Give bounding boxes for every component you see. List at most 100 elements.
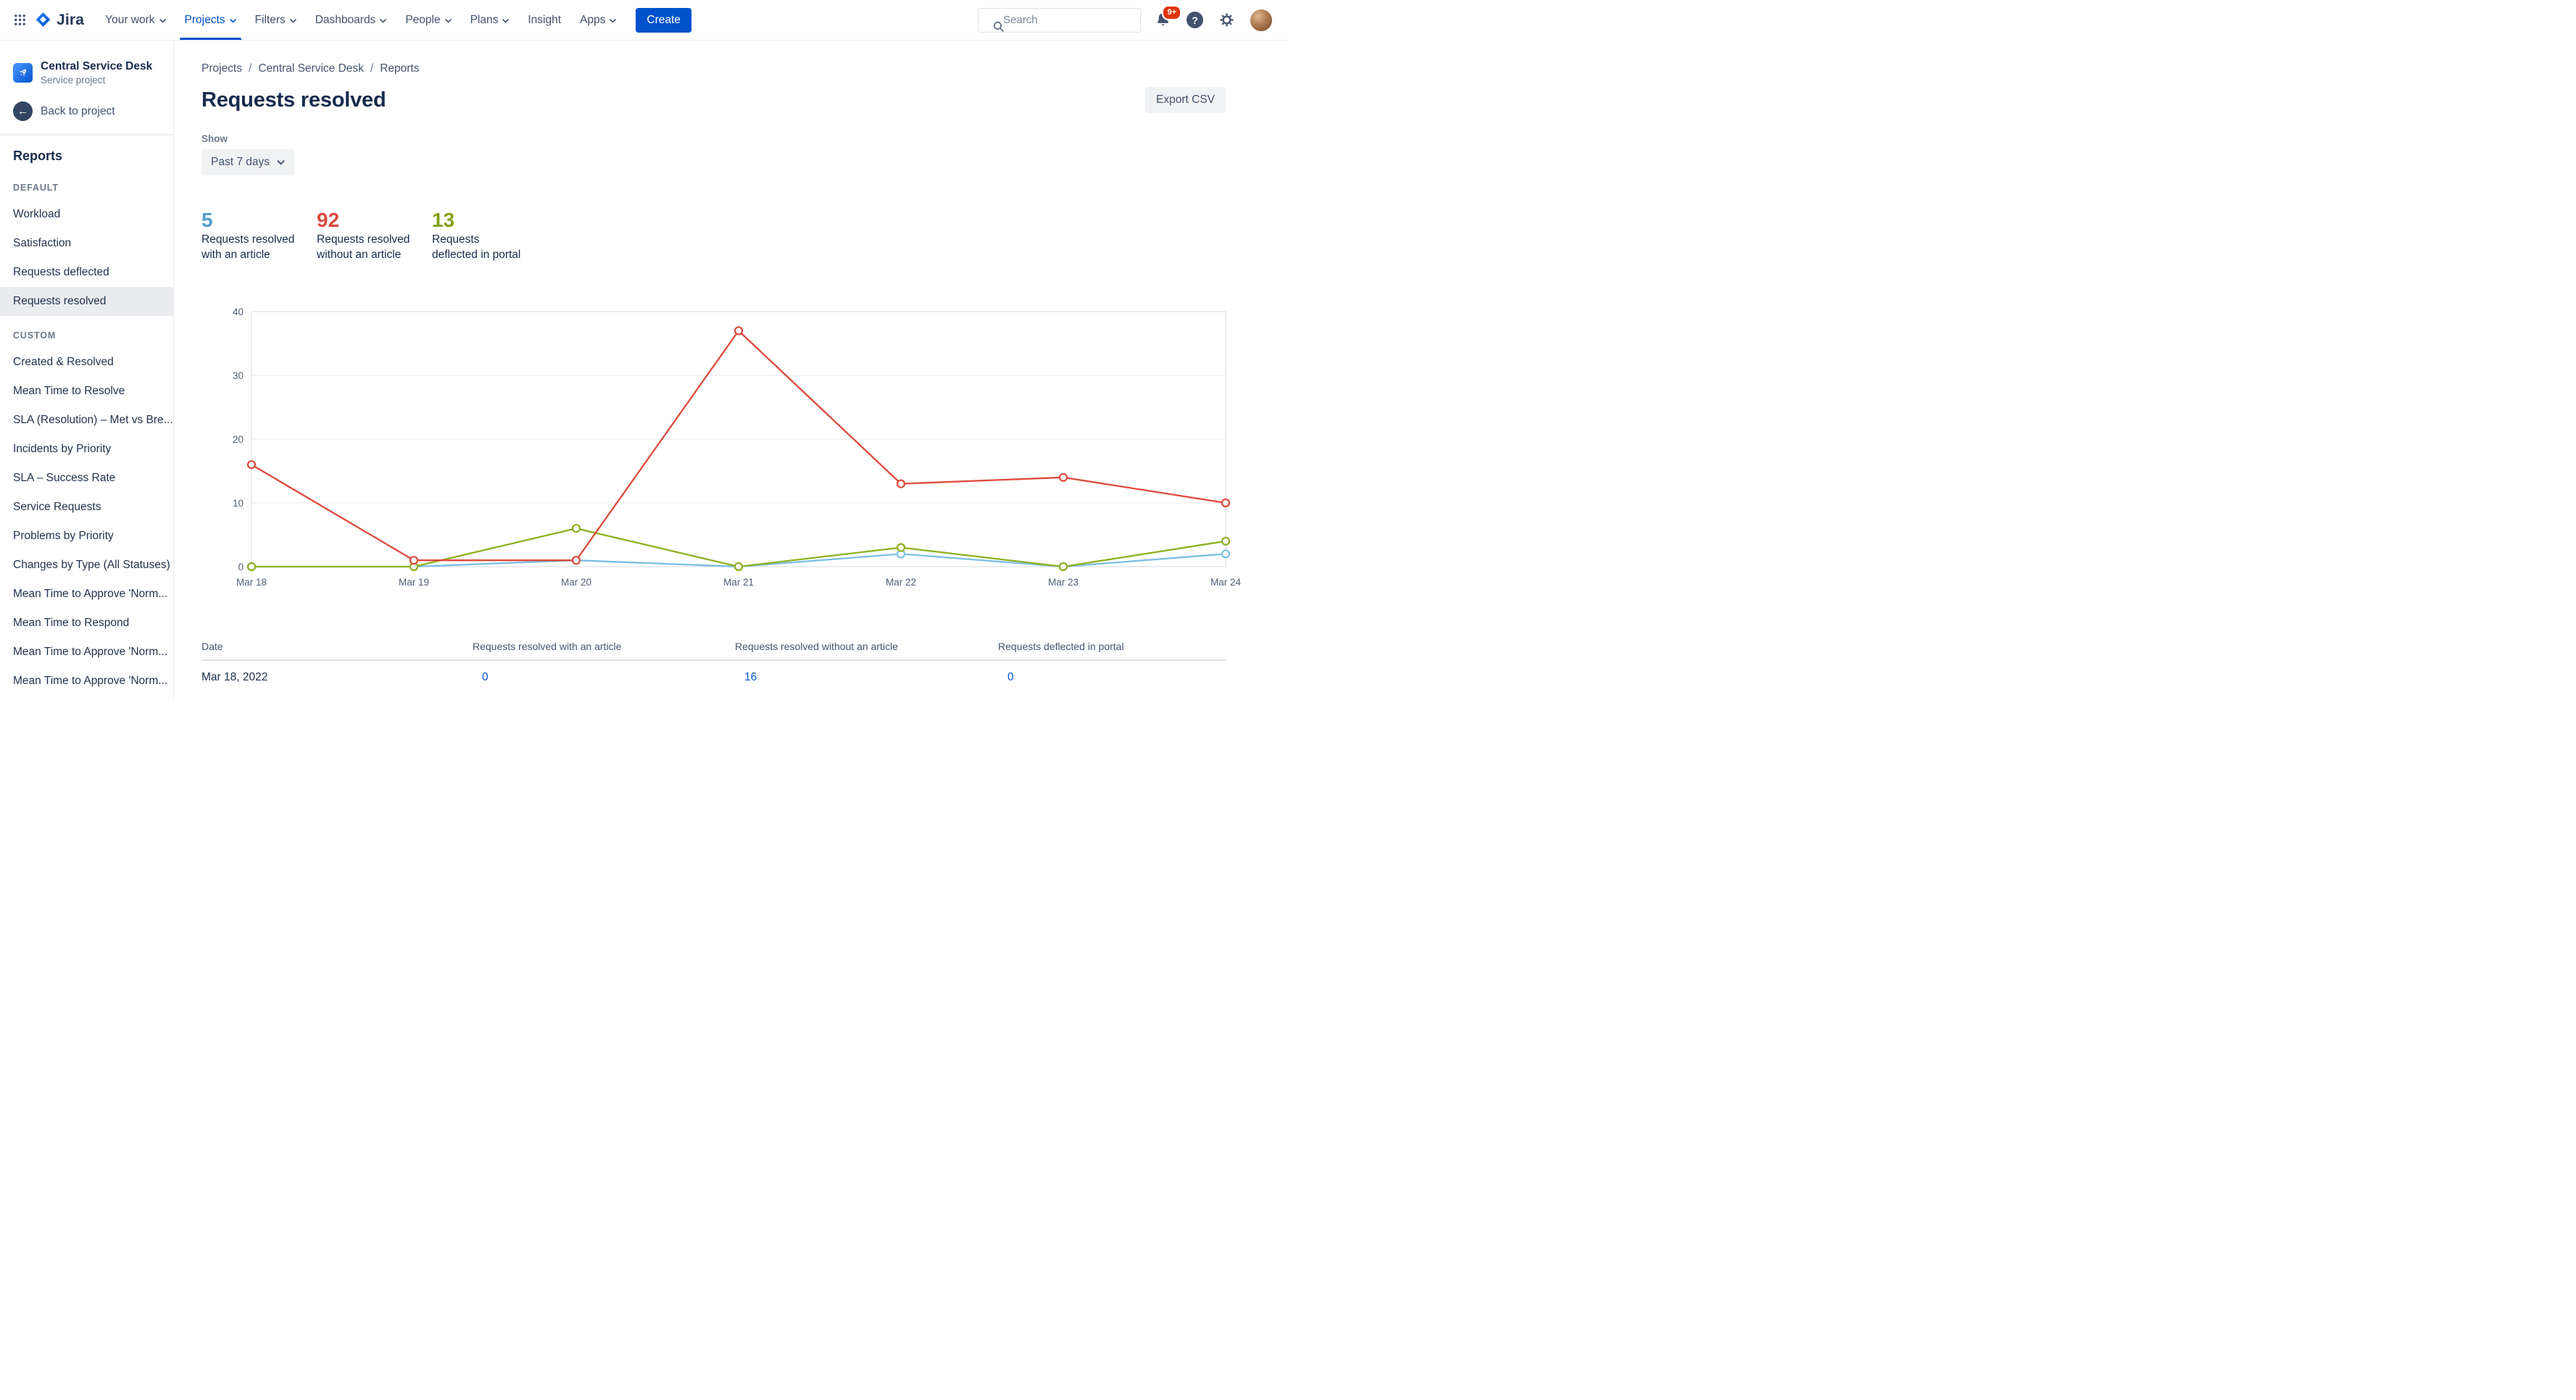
jira-logo[interactable]: Jira (34, 11, 84, 29)
search-input[interactable] (978, 7, 1141, 33)
chevron-down-icon (380, 18, 387, 23)
x-axis-tick-label: Mar 23 (1048, 577, 1079, 588)
nav-item-label: Your work (105, 13, 155, 26)
project-avatar-icon (13, 62, 33, 83)
stat-value: 13 (432, 209, 455, 231)
breadcrumb-link-central-service-desk[interactable]: Central Service Desk (258, 62, 364, 75)
app-switcher-button[interactable] (9, 9, 31, 31)
sidebar-divider (0, 134, 173, 136)
nav-item-filters[interactable]: Filters (246, 0, 306, 40)
nav-item-people[interactable]: People (396, 0, 460, 40)
nav-item-projects[interactable]: Projects (175, 0, 246, 40)
series-line-requests-resolved-without-an-article (251, 329, 1226, 562)
nav-item-dashboards[interactable]: Dashboards (306, 0, 396, 40)
top-navigation-right: 9+ ? (978, 5, 1274, 33)
body-row: Central Service Desk Service project ← B… (0, 41, 1288, 700)
sidebar-item-mean-time-to-approve-norm[interactable]: Mean Time to Approve 'Norm... (13, 646, 168, 659)
nav-item-apps[interactable]: Apps (570, 0, 626, 40)
table-header-row: Date Requests resolved with an article Req… (201, 633, 1226, 661)
table-cell-link[interactable]: 0 (1007, 671, 1014, 683)
project-type: Service project (41, 75, 106, 86)
back-arrow-icon: ← (13, 101, 33, 122)
app-switcher-grid-icon (13, 13, 27, 27)
nav-item-label: Filters (254, 13, 286, 26)
table-header-requests-resolved-without-an-article: Requests resolved without an article (735, 641, 898, 652)
settings-button[interactable] (1217, 10, 1237, 30)
page-title: Requests resolved (201, 88, 386, 112)
top-navigation-left: Jira Your work Projects Filters Dashboards P… (9, 0, 691, 40)
stat-value: 5 (201, 209, 213, 231)
stat-value: 92 (317, 209, 340, 231)
data-point-requests-resolved-without-an-article (1221, 498, 1231, 508)
table-cell-link[interactable]: 0 (482, 671, 489, 683)
notification-badge: 9+ (1162, 5, 1181, 20)
sidebar-item-satisfaction[interactable]: Satisfaction (13, 237, 72, 250)
main-content: Projects / Central Service Desk / Reports Re… (174, 41, 1288, 700)
stat-label: deflected in portal (432, 249, 521, 261)
chevron-down-icon (610, 18, 617, 23)
sidebar-item-sla-resolution-met-vs-bre[interactable]: SLA (Resolution) – Met vs Bre... (13, 414, 173, 427)
stat-label: Requests resolved (201, 233, 295, 246)
table-row: Mar 19, 2022010 (201, 694, 1226, 700)
breadcrumb-separator: / (370, 62, 374, 75)
data-point-requests-deflected-in-portal (1221, 536, 1231, 546)
sidebar-item-mean-time-to-respond[interactable]: Mean Time to Respond (13, 617, 130, 630)
report-table: Date Requests resolved with an article Req… (201, 633, 1226, 700)
y-axis-tick-label: 10 (233, 498, 244, 509)
back-to-project[interactable]: ← Back to project (0, 93, 173, 134)
nav-item-label: People (405, 13, 441, 26)
data-point-requests-resolved-without-an-article (409, 556, 419, 565)
primary-nav: Your work Projects Filters Dashboards People… (96, 0, 626, 40)
series-line-requests-deflected-in-portal (252, 528, 1226, 568)
top-navigation: Jira Your work Projects Filters Dashboards P… (0, 0, 1288, 41)
sidebar-item-sla-success-rate[interactable]: SLA – Success Rate (13, 472, 116, 485)
user-avatar[interactable] (1249, 7, 1274, 33)
nav-item-label: Dashboards (315, 13, 376, 26)
data-point-requests-deflected-in-portal (1058, 562, 1068, 572)
date-range-value: Past 7 days (211, 156, 270, 168)
stats-row: 5 Requests resolved with an article 92 Reque… (201, 209, 1226, 262)
sidebar-item-workload[interactable]: Workload (13, 208, 61, 221)
sidebar-item-created-resolved[interactable]: Created & Resolved (13, 356, 114, 369)
nav-item-plans[interactable]: Plans (461, 0, 519, 40)
project-header: Central Service Desk Service project (0, 41, 173, 93)
jira-logo-icon (34, 11, 52, 29)
sidebar-item-requests-resolved[interactable]: Requests resolved (0, 287, 173, 317)
table-row: Mar 18, 2022 0 16 0 (201, 661, 1226, 694)
stat-label: Requests (432, 233, 480, 246)
nav-item-label: Plans (470, 13, 499, 26)
stat-label: Requests resolved (317, 233, 410, 246)
chevron-down-icon (159, 18, 166, 23)
breadcrumb-link-projects[interactable]: Projects (201, 62, 242, 75)
date-range-dropdown[interactable]: Past 7 days (201, 149, 294, 175)
nav-item-label: Insight (528, 13, 562, 26)
export-csv-button[interactable]: Export CSV (1145, 87, 1226, 113)
y-axis-tick-label: 20 (233, 434, 244, 445)
notifications-button[interactable]: 9+ (1153, 5, 1181, 30)
breadcrumb-link-reports[interactable]: Reports (380, 62, 420, 75)
create-button[interactable]: Create (636, 7, 691, 33)
stat-label: with an article (201, 249, 270, 261)
sidebar-item-problems-by-priority[interactable]: Problems by Priority (13, 530, 114, 543)
help-button[interactable]: ? (1185, 10, 1205, 30)
data-point-requests-deflected-in-portal (896, 543, 906, 552)
table-header-requests-resolved-with-an-article: Requests resolved with an article (473, 641, 622, 652)
chevron-down-icon (502, 18, 510, 23)
sidebar-item-changes-by-type-all-statuses[interactable]: Changes by Type (All Statuses) (13, 559, 170, 572)
sidebar-item-requests-deflected[interactable]: Requests deflected (13, 266, 109, 279)
requests-resolved-chart: 0 10 20 30 40 Mar 18 Mar 19 Mar 20 Mar 21 Mar 22 M… (201, 306, 1242, 594)
sidebar-item-mean-time-to-resolve[interactable]: Mean Time to Resolve (13, 385, 125, 398)
x-axis-tick-label: Mar 19 (399, 577, 429, 588)
table-cell-link[interactable]: 16 (744, 671, 757, 683)
nav-item-your-work[interactable]: Your work (96, 0, 175, 40)
sidebar-item-incidents-by-priority[interactable]: Incidents by Priority (13, 443, 112, 456)
gear-icon (1218, 12, 1235, 28)
x-axis-tick-label: Mar 21 (723, 577, 754, 588)
project-name: Central Service Desk (41, 60, 153, 72)
sidebar-item-mean-time-to-approve-norm[interactable]: Mean Time to Approve 'Norm... (13, 675, 168, 688)
sidebar-item-mean-time-to-approve-norm[interactable]: Mean Time to Approve 'Norm... (13, 588, 168, 601)
x-axis-tick-label: Mar 24 (1210, 577, 1242, 588)
nav-item-insight[interactable]: Insight (518, 0, 570, 40)
sidebar-item-service-requests[interactable]: Service Requests (13, 501, 101, 514)
data-point-requests-deflected-in-portal (571, 524, 581, 533)
